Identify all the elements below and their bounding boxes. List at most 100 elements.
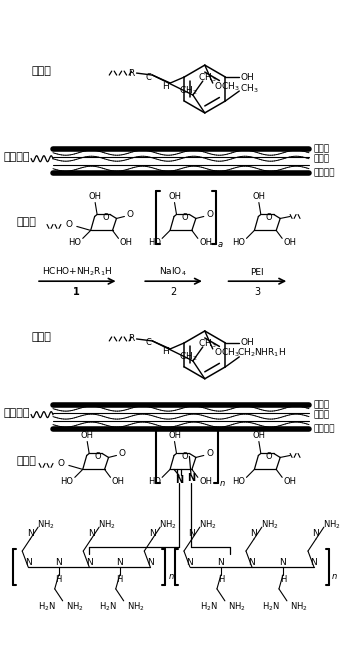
Text: N: N [55, 557, 62, 567]
Text: N: N [187, 474, 195, 483]
Text: 木质素: 木质素 [314, 400, 330, 409]
Text: 木质素: 木质素 [31, 332, 51, 342]
Text: n: n [168, 572, 174, 582]
Text: 半纤维素: 半纤维素 [314, 168, 335, 177]
Text: C: C [146, 339, 151, 347]
Text: HO: HO [232, 238, 245, 247]
Text: H: H [116, 576, 123, 584]
Text: NH$_2$: NH$_2$ [37, 519, 55, 531]
Text: O: O [66, 220, 72, 229]
Text: OCH$_3$: OCH$_3$ [214, 346, 240, 359]
Text: O: O [206, 449, 213, 458]
Text: N: N [175, 476, 183, 485]
Text: O: O [119, 449, 126, 458]
Text: PEI: PEI [251, 268, 264, 276]
Text: N: N [248, 557, 255, 567]
Text: HO: HO [68, 238, 81, 247]
Text: O: O [266, 452, 273, 461]
Text: OH: OH [252, 192, 265, 201]
Text: CH$_2$NHR$_1$H: CH$_2$NHR$_1$H [237, 346, 286, 359]
Text: OCH$_3$: OCH$_3$ [214, 81, 240, 93]
Text: OH: OH [89, 192, 102, 201]
Text: O: O [94, 452, 101, 461]
Text: NH$_2$: NH$_2$ [290, 601, 308, 613]
Text: O: O [182, 452, 188, 461]
Text: N: N [116, 557, 123, 567]
Text: H$_2$N: H$_2$N [200, 601, 218, 613]
Text: HO: HO [148, 477, 161, 486]
Text: O: O [206, 210, 213, 219]
Text: H: H [56, 576, 62, 584]
Text: N: N [149, 529, 156, 538]
Text: 植物纤维: 植物纤维 [3, 407, 30, 418]
Text: 纤维素: 纤维素 [314, 154, 330, 163]
Text: OH: OH [112, 477, 125, 486]
Text: NH$_2$: NH$_2$ [261, 519, 278, 531]
Text: OH: OH [168, 431, 181, 440]
Text: OH: OH [284, 238, 297, 247]
Text: N: N [147, 557, 153, 567]
Text: H: H [218, 576, 224, 584]
Text: 3: 3 [254, 287, 261, 297]
Text: N: N [313, 529, 319, 538]
Text: N: N [187, 557, 193, 567]
Text: N: N [27, 529, 33, 538]
Text: 半纤维素: 半纤维素 [314, 424, 335, 433]
Text: NH$_2$: NH$_2$ [323, 519, 341, 531]
Text: N: N [86, 557, 93, 567]
Text: NH$_2$: NH$_2$ [98, 519, 116, 531]
Text: NH$_2$: NH$_2$ [228, 601, 246, 613]
Text: N: N [279, 557, 286, 567]
Text: OH: OH [240, 339, 254, 347]
Text: NH$_2$: NH$_2$ [66, 601, 83, 613]
Text: HO: HO [148, 238, 161, 247]
Text: OH: OH [284, 477, 297, 486]
Text: CH$_3$: CH$_3$ [198, 338, 217, 350]
Text: a: a [218, 240, 223, 249]
Text: NH$_2$: NH$_2$ [159, 519, 177, 531]
Text: H: H [162, 347, 169, 356]
Text: OH: OH [240, 73, 254, 82]
Text: HO: HO [61, 477, 73, 486]
Text: N: N [88, 529, 95, 538]
Text: 纤维素: 纤维素 [16, 217, 36, 227]
Text: R: R [129, 335, 135, 343]
Text: OH: OH [252, 431, 265, 440]
Text: 纤维素: 纤维素 [16, 457, 36, 466]
Text: N: N [25, 557, 32, 567]
Text: OH: OH [199, 477, 212, 486]
Text: OH: OH [168, 192, 181, 201]
Text: 木质素: 木质素 [314, 144, 330, 153]
Text: CH$_3$: CH$_3$ [240, 83, 258, 95]
Text: CH$_2$: CH$_2$ [179, 84, 197, 97]
Text: O: O [127, 210, 134, 219]
Text: NaIO$_4$: NaIO$_4$ [159, 266, 187, 278]
Text: H$_2$N: H$_2$N [99, 601, 117, 613]
Text: 纤维素: 纤维素 [314, 410, 330, 419]
Text: 1: 1 [73, 287, 80, 297]
Text: 植物纤维: 植物纤维 [3, 152, 30, 162]
Text: N: N [310, 557, 317, 567]
Text: H: H [162, 81, 169, 90]
Text: NH$_2$: NH$_2$ [199, 519, 216, 531]
Text: N: N [251, 529, 257, 538]
Text: C: C [146, 73, 151, 82]
Text: O: O [57, 459, 64, 468]
Text: R: R [129, 69, 135, 77]
Text: H$_2$N: H$_2$N [262, 601, 280, 613]
Text: CH$_2$: CH$_2$ [179, 350, 197, 363]
Text: O: O [102, 213, 109, 222]
Text: 木质素: 木质素 [31, 66, 51, 76]
Text: N: N [218, 557, 224, 567]
Text: OH: OH [81, 431, 94, 440]
Text: HCHO+NH$_2$R$_1$H: HCHO+NH$_2$R$_1$H [42, 266, 112, 278]
Text: 2: 2 [170, 287, 176, 297]
Text: n: n [332, 572, 337, 582]
Text: n: n [220, 479, 225, 488]
Text: H: H [280, 576, 286, 584]
Text: OH: OH [199, 238, 212, 247]
Text: N: N [189, 529, 195, 538]
Text: O: O [266, 213, 273, 222]
Text: H$_2$N: H$_2$N [38, 601, 56, 613]
Text: CH$_3$: CH$_3$ [198, 72, 217, 84]
